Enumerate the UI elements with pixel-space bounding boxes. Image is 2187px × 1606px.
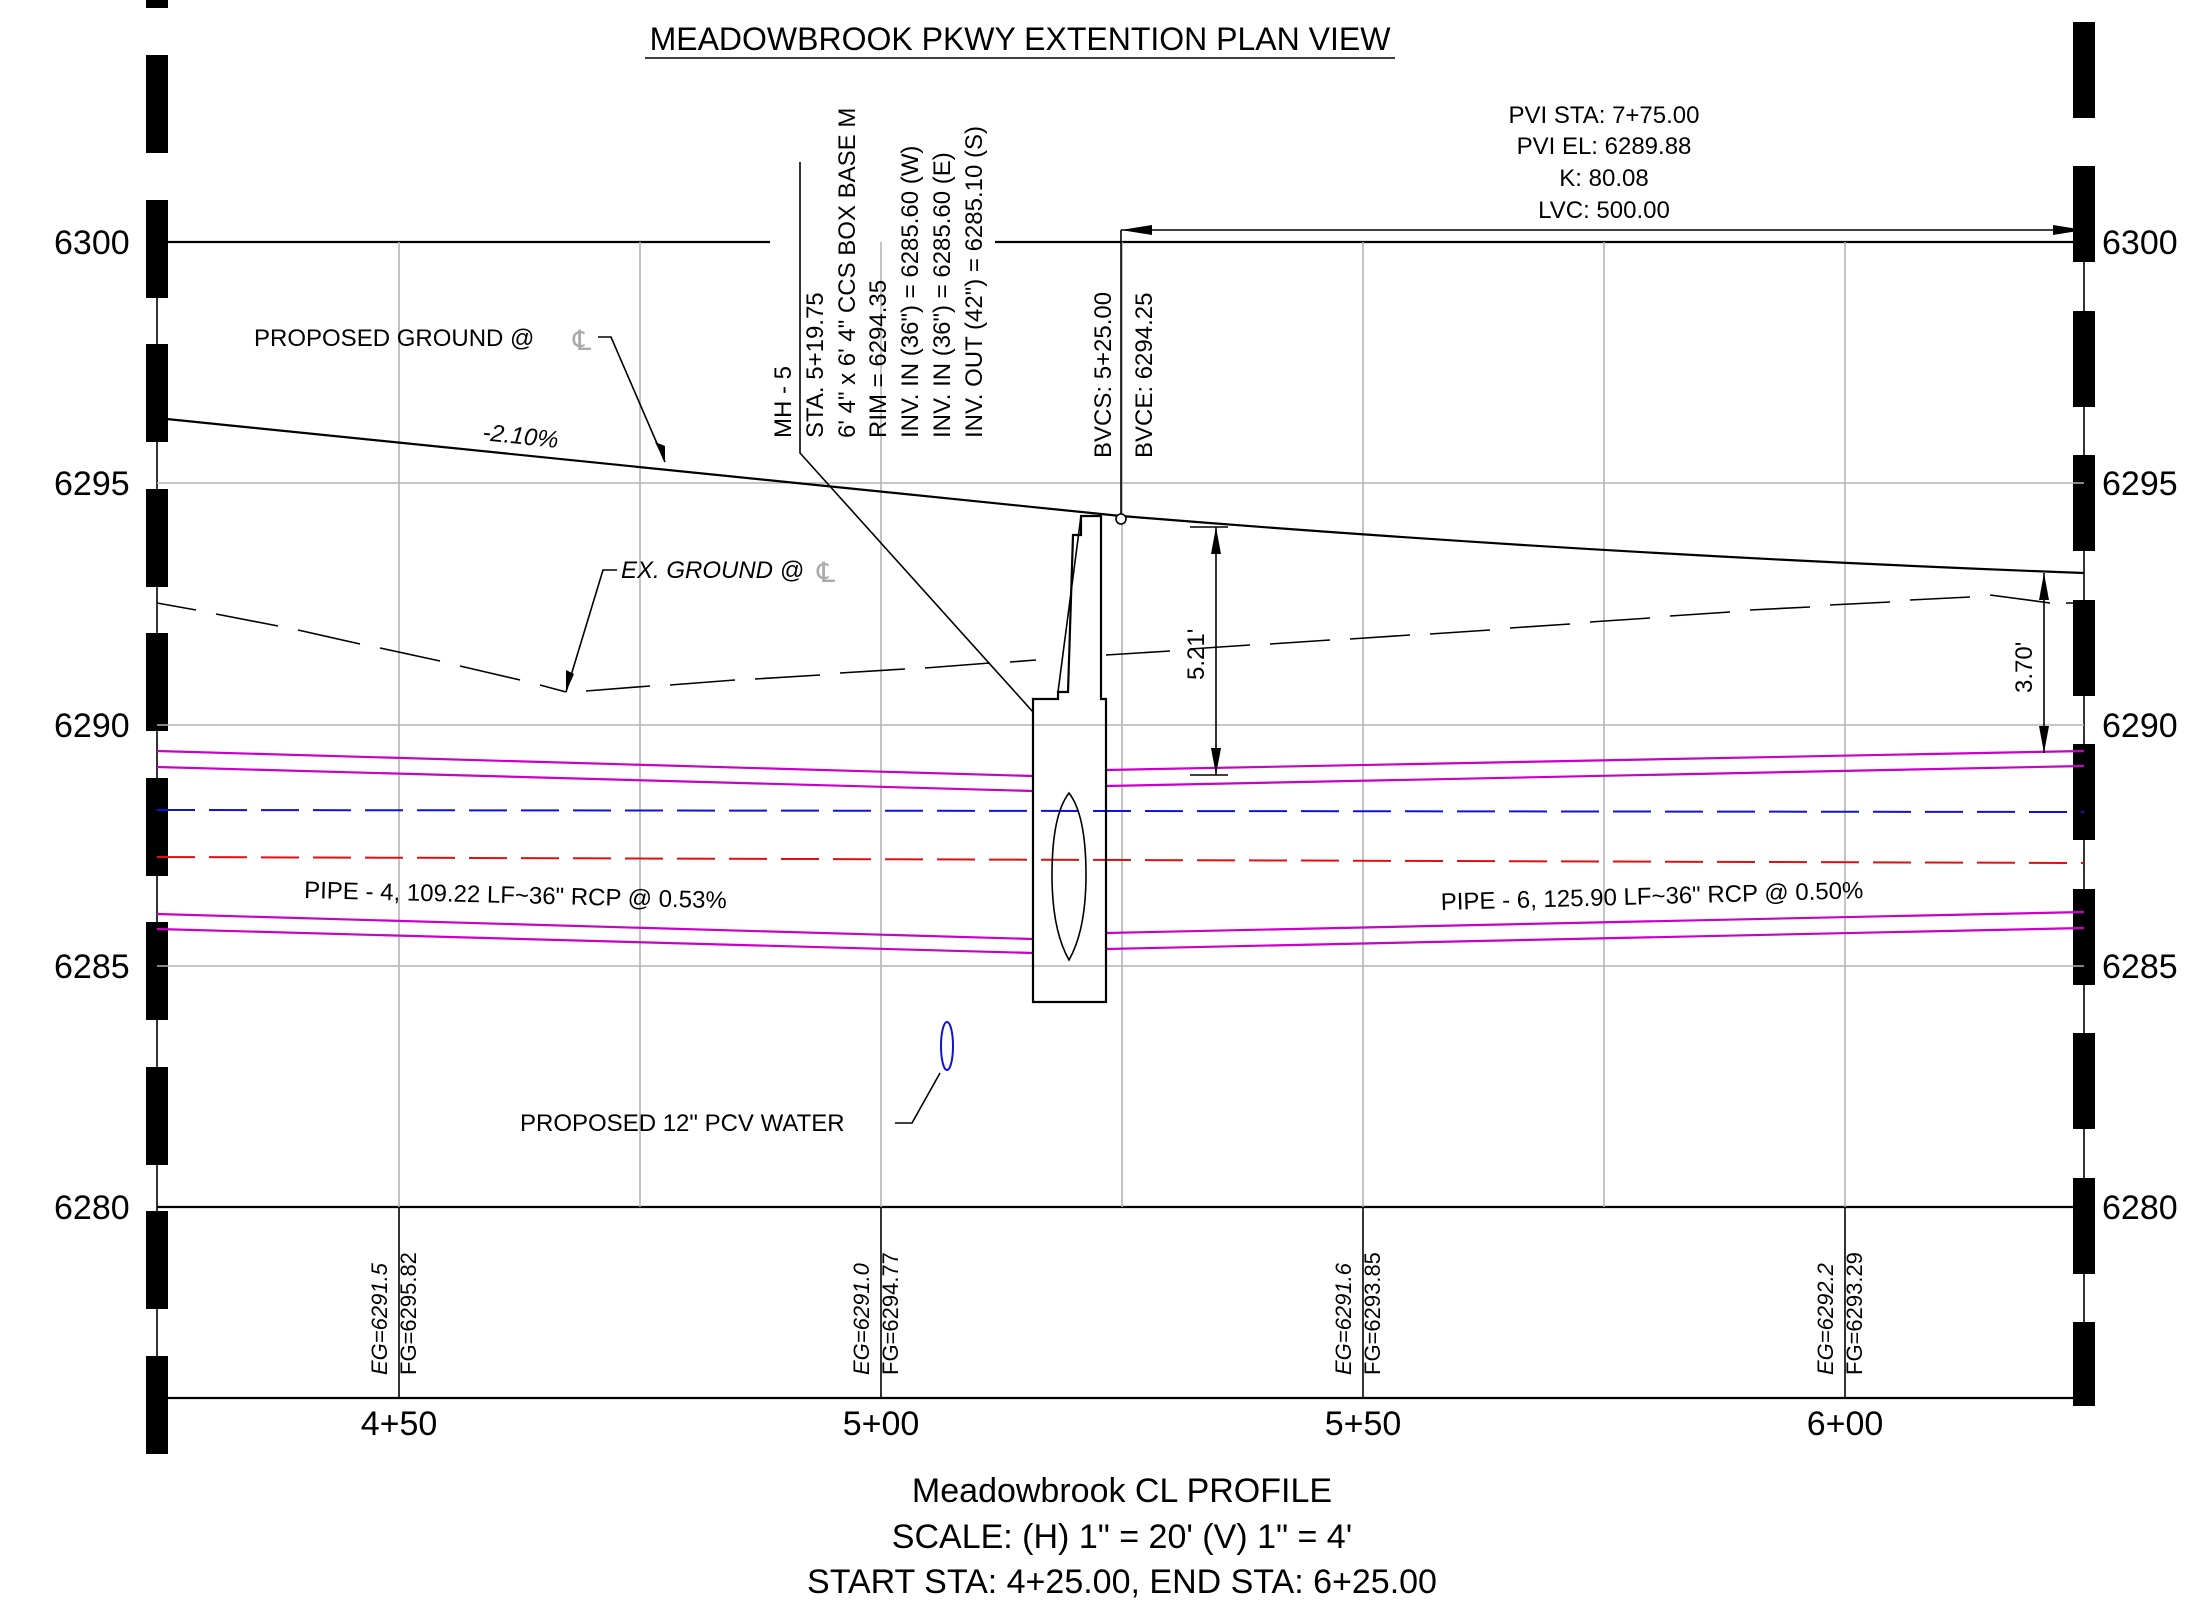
pipe6-bottom xyxy=(1105,910,2085,935)
centerline-icon: ℄ xyxy=(816,557,835,588)
ex-ground-label: EX. GROUND @ xyxy=(621,557,804,584)
manhole-line: 6' 4" x 6' 4" CCS BOX BASE M xyxy=(834,108,861,438)
pipe6-label: PIPE - 6, 125.90 LF~36" RCP @ 0.50% xyxy=(1440,877,1863,916)
eg-readout: EG=6291.0 xyxy=(849,1262,874,1375)
manhole-line: RIM = 6294.35 xyxy=(865,280,892,438)
water-leader xyxy=(895,1072,941,1124)
grade-label: -2.10% xyxy=(481,419,559,454)
proposed-ground-leader xyxy=(598,336,666,463)
elevation-labels-left: 6300 6295 6290 6285 6280 xyxy=(54,224,130,1227)
dim-label-left: 5.21' xyxy=(1183,629,1210,680)
bvc-point xyxy=(1115,513,1127,525)
eg-readout: EG=6291.6 xyxy=(1331,1262,1356,1375)
pvi-k: K: 80.08 xyxy=(1559,165,1648,192)
centerline-icon: ℄ xyxy=(572,325,591,356)
pvi-labels: PVI STA: 7+75.00 PVI EL: 6289.88 K: 80.0… xyxy=(1508,102,1699,224)
fg-readout: FG=6295.82 xyxy=(396,1252,421,1375)
ex-ground-arrowhead xyxy=(566,670,574,692)
vertical-grid xyxy=(398,242,1846,1398)
existing-ground-line xyxy=(156,594,2084,693)
profile-footer: Meadowbrook CL PROFILE SCALE: (H) 1" = 2… xyxy=(807,1472,1437,1601)
pvi-sta: PVI STA: 7+75.00 xyxy=(1508,102,1699,129)
proposed-ground-label: PROPOSED GROUND @ xyxy=(254,325,534,352)
elev-label-6280: 6280 xyxy=(54,1189,130,1227)
elev-label-6300-right: 6300 xyxy=(2102,224,2178,262)
bvcs-label: BVCS: 5+25.00 xyxy=(1090,292,1117,458)
drawing-title: MEADOWBROOK PKWY EXTENTION PLAN VIEW xyxy=(650,21,1392,57)
bvce-label: BVCE: 6294.25 xyxy=(1131,293,1158,458)
eg-readout: EG=6291.5 xyxy=(367,1262,392,1375)
manhole-leader xyxy=(799,162,1034,713)
manhole-line: MH - 5 xyxy=(770,366,797,438)
elevation-labels-right: 6300 6295 6290 6285 6280 xyxy=(2102,224,2178,1227)
pipe6-bottom-inner xyxy=(1105,926,2085,951)
arrowhead-left xyxy=(1121,225,1152,235)
water-line xyxy=(156,809,2085,813)
manhole-label: MH - 5 STA. 5+19.75 6' 4" x 6' 4" CCS BO… xyxy=(770,108,988,438)
pipe4-label: PIPE - 4, 109.22 LF~36" RCP @ 0.53% xyxy=(304,877,727,914)
dimension-3-70: 3.70' xyxy=(2011,573,2049,753)
pipe6-top-inner xyxy=(1105,764,2085,788)
pipe6-top xyxy=(1105,749,2085,772)
ex-ground-leader xyxy=(565,569,617,693)
dimension-5-21: 5.21' xyxy=(1183,526,1228,776)
manhole-pipe-opening xyxy=(1051,791,1087,962)
horizontal-grid xyxy=(157,240,2084,1400)
manhole-line: STA. 5+19.75 xyxy=(802,292,829,438)
fg-readout: FG=6294.77 xyxy=(878,1252,903,1375)
station-label-600: 6+00 xyxy=(1807,1405,1884,1443)
elev-label-6295: 6295 xyxy=(54,465,130,503)
water-pipe-section xyxy=(940,1021,954,1071)
arrowhead-right xyxy=(2053,225,2084,235)
proposed-ground-line xyxy=(156,416,2085,575)
elev-label-6285: 6285 xyxy=(54,948,130,986)
station-label-500: 5+00 xyxy=(843,1405,920,1443)
fg-readout: FG=6293.29 xyxy=(1842,1252,1867,1375)
profile-scale: SCALE: (H) 1" = 20' (V) 1" = 4' xyxy=(892,1518,1352,1556)
manhole-structure[interactable] xyxy=(1031,514,1108,1004)
eg-readout: EG=6292.2 xyxy=(1813,1263,1838,1375)
elev-label-6290: 6290 xyxy=(54,707,130,745)
manhole-line: INV. OUT (42") = 6285.10 (S) xyxy=(961,126,988,438)
pvi-lvc: LVC: 500.00 xyxy=(1538,197,1670,224)
elev-label-6280-right: 6280 xyxy=(2102,1189,2178,1227)
bvc-labels: BVCS: 5+25.00 BVCE: 6294.25 xyxy=(1090,292,1158,458)
pvi-el: PVI EL: 6289.88 xyxy=(1517,133,1692,160)
pipe4-bottom xyxy=(156,912,1034,941)
profile-name: Meadowbrook CL PROFILE xyxy=(912,1472,1332,1510)
pipe-lines xyxy=(156,749,2085,955)
station-label-450: 4+50 xyxy=(361,1405,438,1443)
pipe4-top xyxy=(156,749,1034,778)
pipe4-bottom-inner xyxy=(156,927,1034,955)
water-label: PROPOSED 12" PCV WATER xyxy=(520,1110,845,1137)
dim-label-right: 3.70' xyxy=(2011,642,2038,693)
manhole-line: INV. IN (36") = 6285.60 (E) xyxy=(929,152,956,438)
elev-label-6285-right: 6285 xyxy=(2102,948,2178,986)
sewer-line xyxy=(156,856,2085,864)
pipe4-top-inner xyxy=(156,765,1034,793)
station-readouts: EG=6291.5 FG=6295.82 EG=6291.0 FG=6294.7… xyxy=(367,1252,1867,1375)
elev-label-6295-right: 6295 xyxy=(2102,465,2178,503)
station-labels: 4+50 5+00 5+50 6+00 xyxy=(361,1405,1884,1443)
elev-label-6290-right: 6290 xyxy=(2102,707,2178,745)
proposed-ground-arrowhead xyxy=(655,442,665,462)
fg-readout: FG=6293.85 xyxy=(1360,1252,1385,1375)
station-label-550: 5+50 xyxy=(1325,1405,1402,1443)
profile-stations: START STA: 4+25.00, END STA: 6+25.00 xyxy=(807,1563,1437,1601)
manhole-line: INV. IN (36") = 6285.60 (W) xyxy=(897,146,924,438)
elev-label-6300: 6300 xyxy=(54,224,130,262)
